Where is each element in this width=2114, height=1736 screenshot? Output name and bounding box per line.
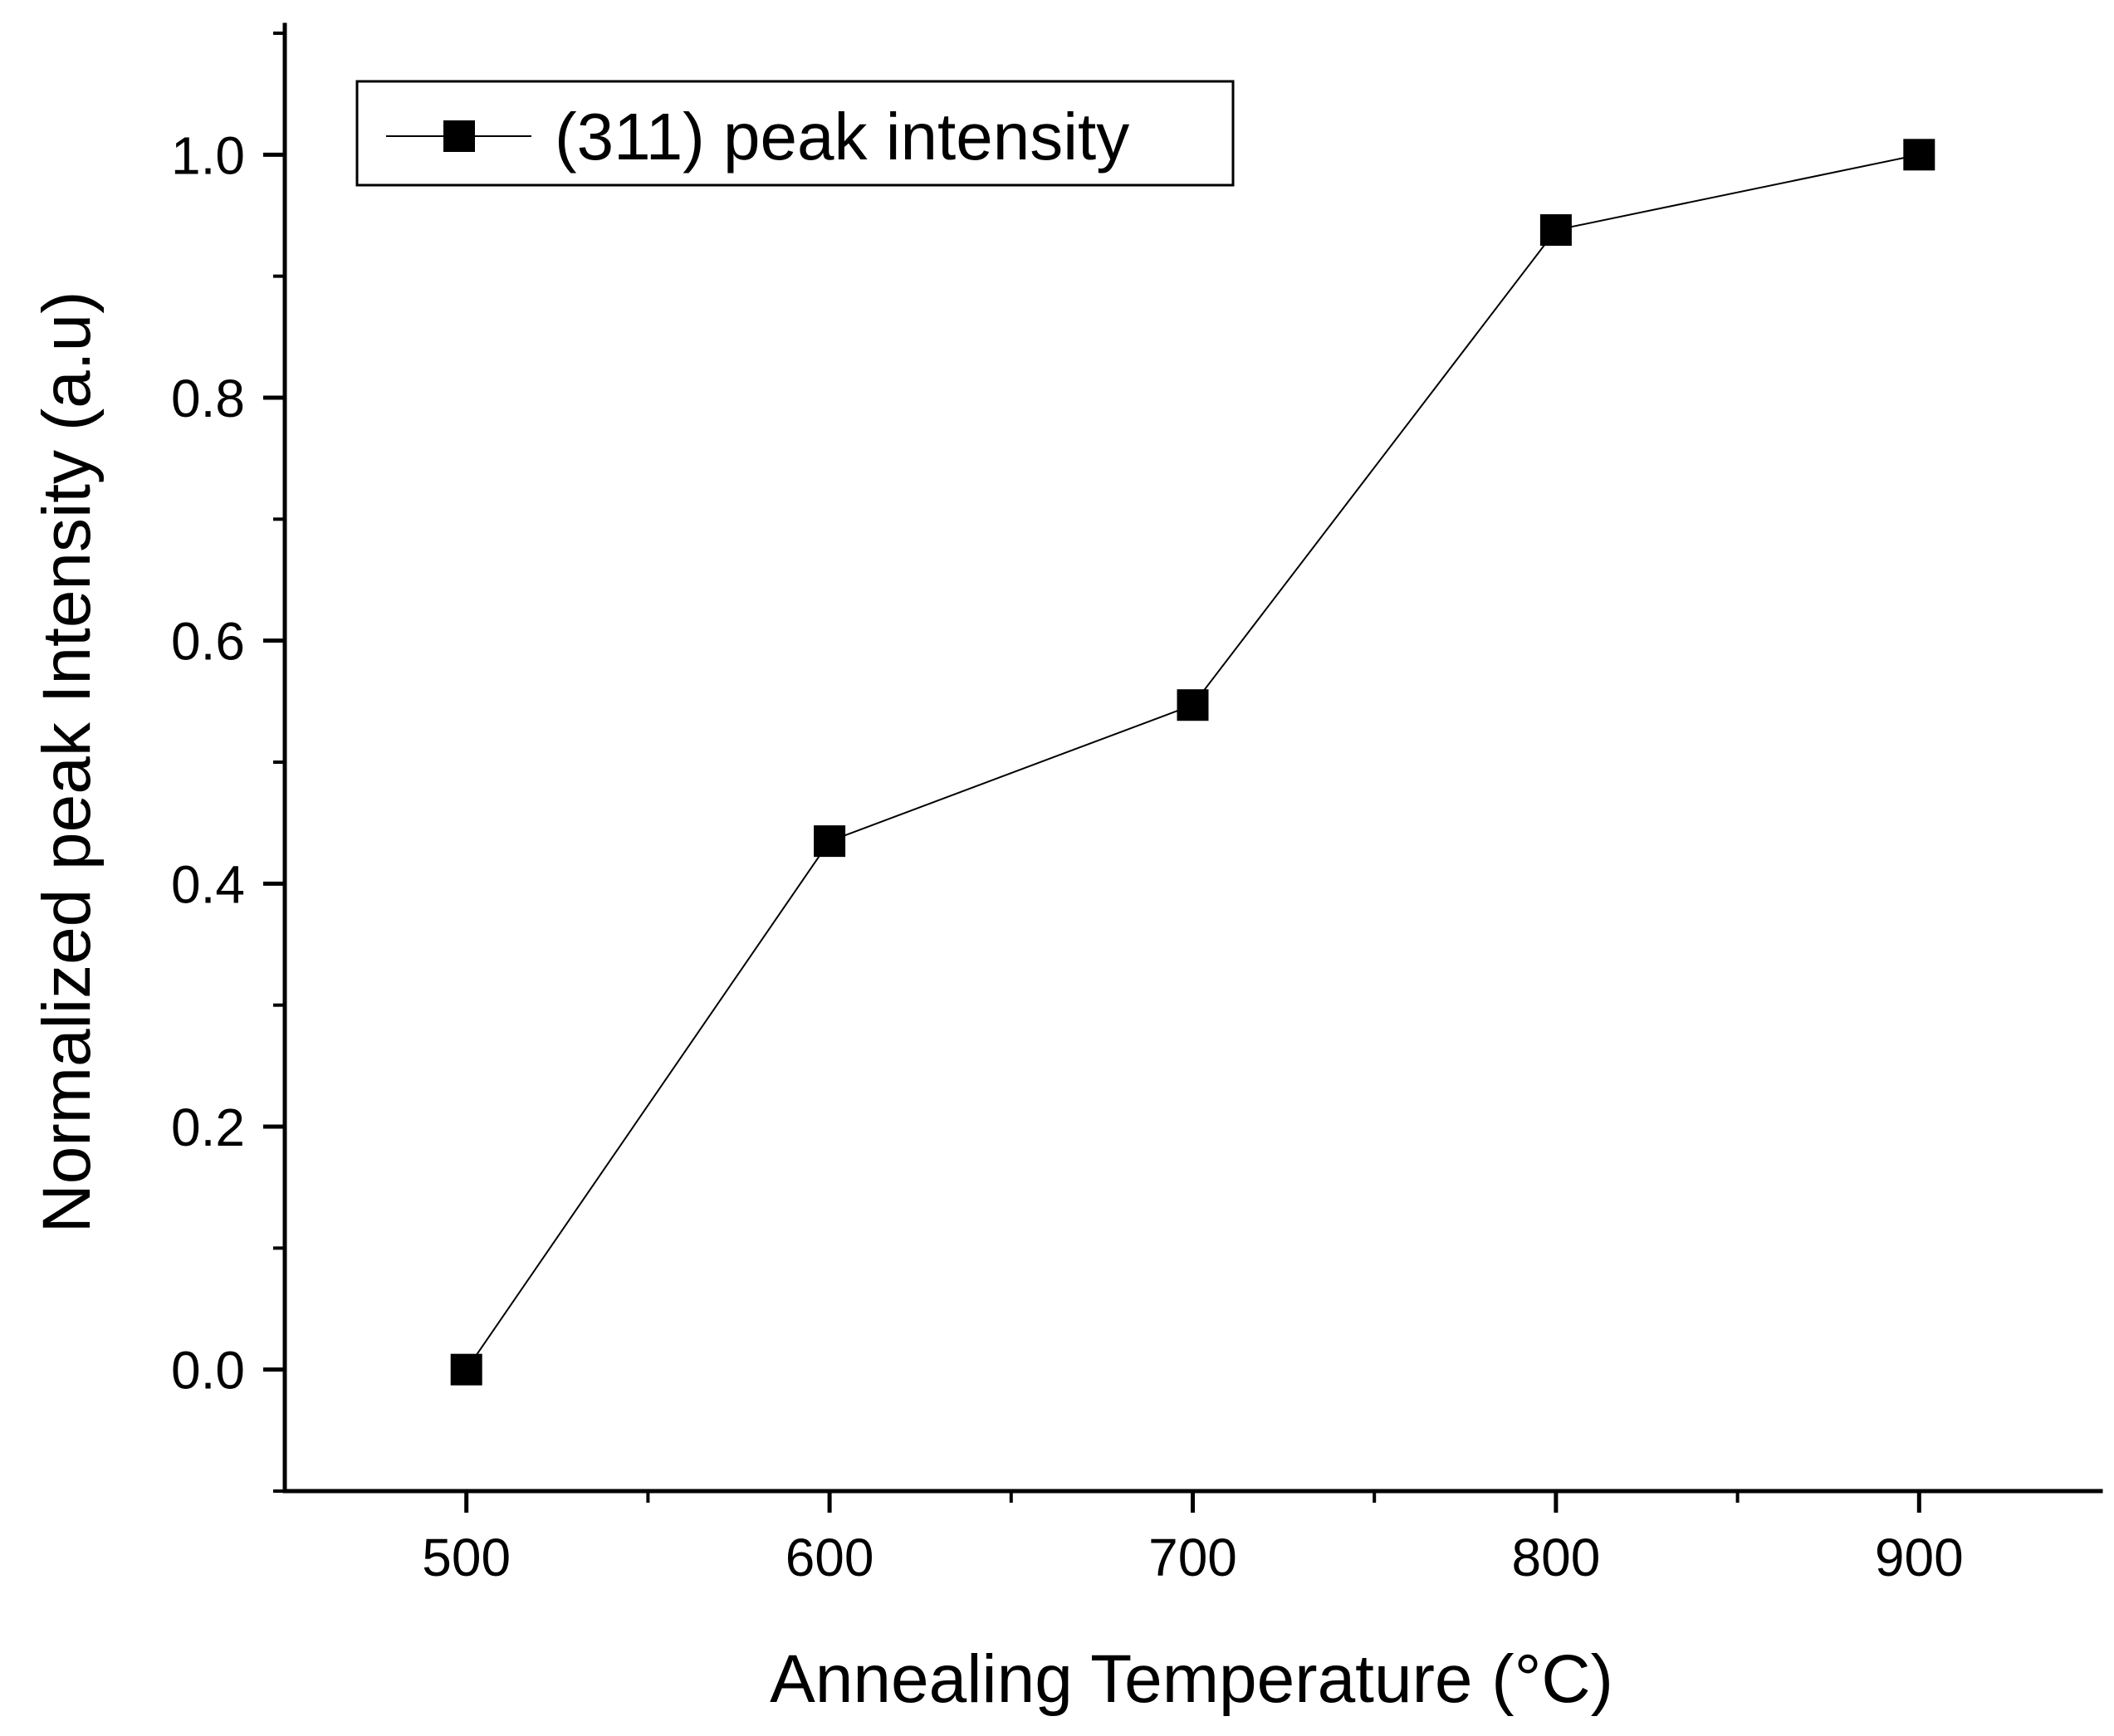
- series-line: [465, 154, 1920, 1371]
- y-axis-title: Normalized peak Intensity (a.u): [29, 291, 105, 1234]
- data-point: [450, 1353, 482, 1386]
- x-tick-label: 900: [1875, 1528, 1964, 1587]
- y-tick-label: 0.2: [171, 1098, 245, 1157]
- x-axis-title: Annealing Temperature (°C): [770, 1641, 1613, 1717]
- y-tick-label: 0.8: [171, 369, 245, 428]
- x-tick-label: 600: [785, 1528, 874, 1587]
- data-point: [1177, 689, 1209, 721]
- legend: (311) peak intensity: [355, 80, 1235, 187]
- y-tick-label: 0.4: [171, 854, 245, 914]
- legend-label: (311) peak intensity: [555, 100, 1129, 174]
- series-layer: [450, 139, 1935, 1386]
- y-tick-label: 0.6: [171, 612, 245, 672]
- data-point: [1903, 139, 1935, 171]
- y-tick-label: 0.0: [171, 1341, 245, 1401]
- axes: 500 600 700 800 900 0.0 0.2 0.4 0.6 0.8 1.0: [171, 22, 2103, 1587]
- data-point: [1539, 214, 1572, 247]
- data-point: [814, 825, 846, 858]
- x-tick-label: 800: [1512, 1528, 1601, 1587]
- legend-marker: [443, 120, 475, 152]
- legend-box: [355, 80, 1235, 187]
- x-tick-label: 700: [1148, 1528, 1237, 1587]
- x-tick-label: 500: [422, 1528, 511, 1587]
- y-tick-label: 1.0: [171, 125, 245, 185]
